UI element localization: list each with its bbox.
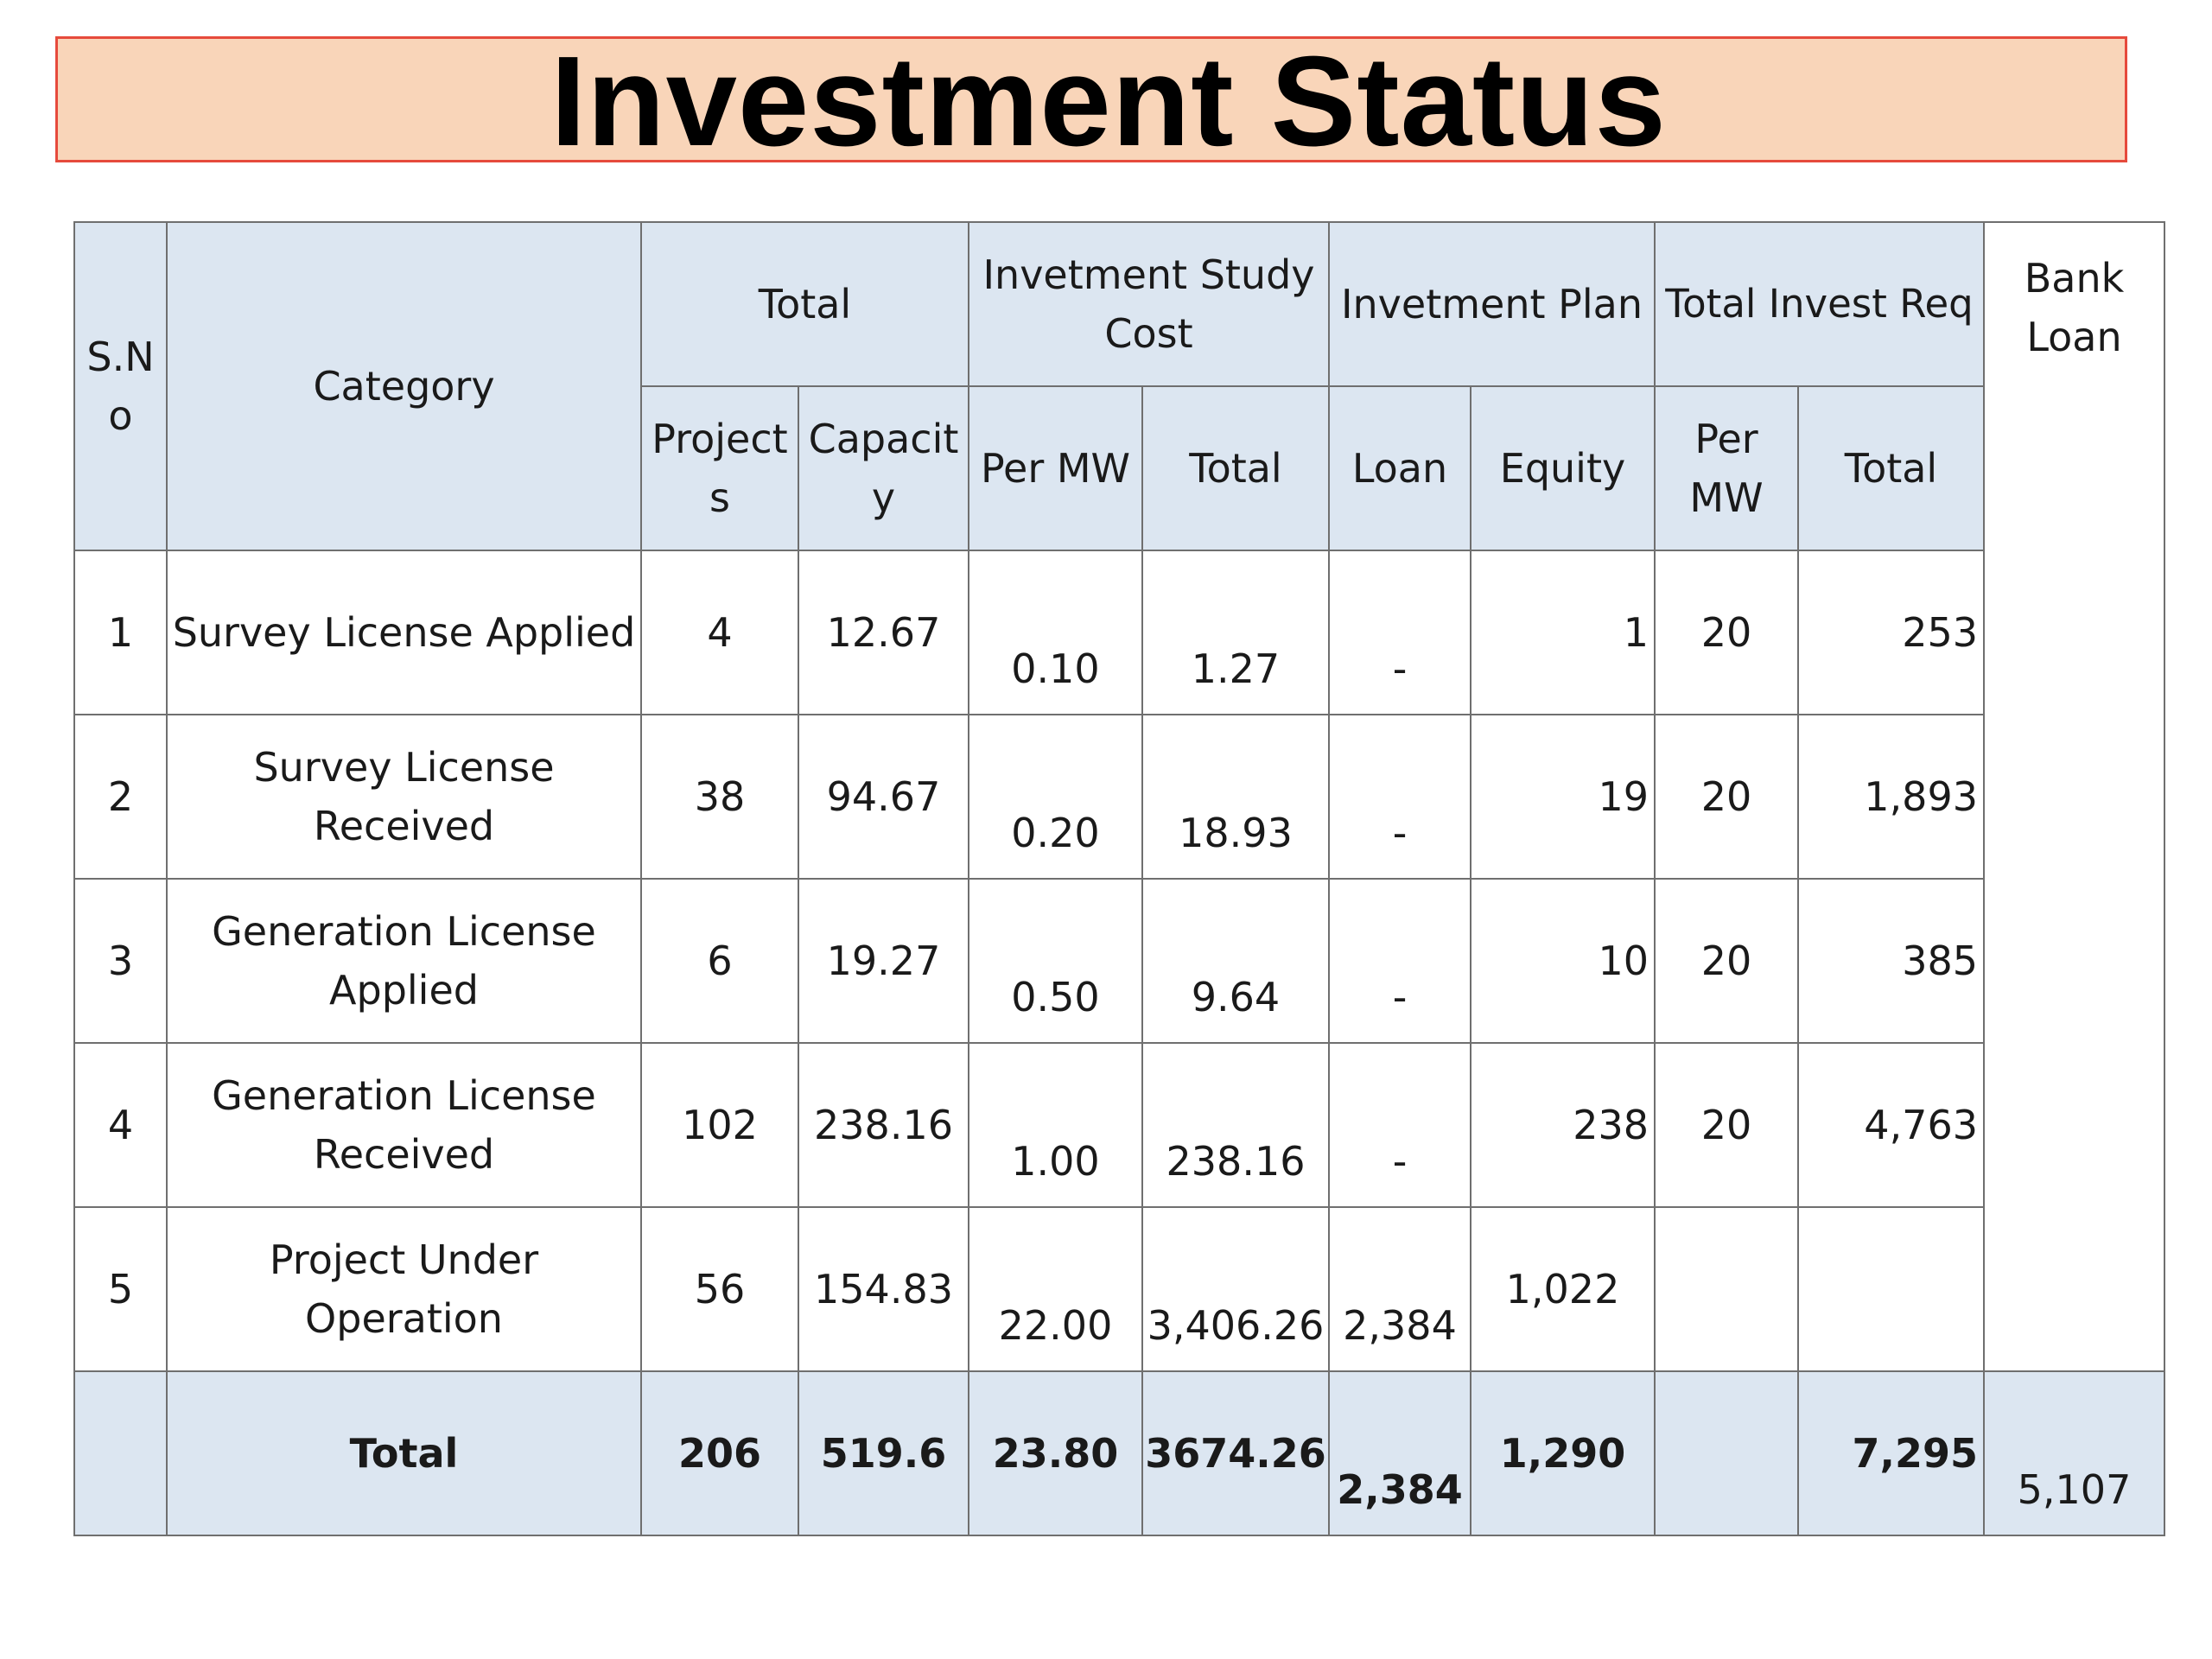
cell-study-total: 9.64 (1141, 878, 1330, 1044)
total-study-per-mw: 23.80 (968, 1370, 1143, 1536)
table-row: 4 Generation License Received 102 238.16… (73, 1042, 2164, 1208)
cell-capacity: 94.67 (798, 714, 969, 880)
cell-capacity: 238.16 (798, 1042, 969, 1208)
cell-capacity: 19.27 (798, 878, 969, 1044)
cell-sno: 2 (73, 714, 168, 880)
cell-req-per-mw: 20 (1654, 1042, 1799, 1208)
cell-loan: - (1328, 714, 1471, 880)
header-capacity: Capacity (798, 385, 969, 551)
cell-loan: - (1328, 1042, 1471, 1208)
cell-study-per-mw: 0.50 (968, 878, 1143, 1044)
cell-capacity: 12.67 (798, 550, 969, 715)
cell-study-per-mw: 22.00 (968, 1206, 1143, 1372)
cell-projects: 102 (640, 1042, 799, 1208)
cell-projects: 56 (640, 1206, 799, 1372)
cell-projects: 4 (640, 550, 799, 715)
cell-study-per-mw: 0.20 (968, 714, 1143, 880)
total-capacity: 519.6 (798, 1370, 969, 1536)
table-row: 3 Generation License Applied 6 19.27 0.5… (73, 878, 2164, 1044)
cell-category-wrap: Generation License Received (166, 1042, 642, 1208)
cell-study-total: 1.27 (1141, 550, 1330, 715)
cell-sno: 5 (73, 1206, 168, 1372)
table-row: 5 Project Under Operation 56 154.83 22.0… (73, 1206, 2164, 1372)
cell-loan: - (1328, 550, 1471, 715)
cell-req-total: 4,763 (1797, 1042, 1985, 1208)
cell-req-total: 253 (1797, 550, 1985, 715)
header-study-total: Total (1141, 385, 1330, 551)
page-title: Investment Status (550, 30, 1667, 173)
cell-category: Project Under Operation (269, 1236, 539, 1342)
cell-req-per-mw (1654, 1206, 1799, 1372)
cell-req-total (1797, 1206, 1985, 1372)
cell-req-per-mw: 20 (1654, 714, 1799, 880)
cell-category-wrap: Generation License Applied (166, 878, 642, 1044)
header-sno: S.No (73, 221, 168, 551)
cell-sno: 4 (73, 1042, 168, 1208)
header-bank-loan: Bank Loan (1983, 221, 2165, 1371)
header-invest-req-group: Total Invest Req (1654, 221, 1985, 387)
cell-study-per-mw: 0.10 (968, 550, 1143, 715)
header-req-total: Total (1797, 385, 1985, 551)
total-projects: 206 (640, 1370, 799, 1536)
table-row: 1 Survey License Applied 4 12.67 0.10 1.… (73, 550, 2164, 715)
bank-loan-label: Bank Loan (2024, 255, 2125, 360)
cell-sno: 1 (73, 550, 168, 715)
header-study-per-mw: Per MW (968, 385, 1143, 551)
header-loan: Loan (1328, 385, 1471, 551)
cell-projects: 6 (640, 878, 799, 1044)
header-req-per-mw: Per MW (1654, 385, 1799, 551)
cell-sno: 3 (73, 878, 168, 1044)
cell-category: Generation License Received (212, 1072, 596, 1178)
header-projects: Projects (640, 385, 799, 551)
total-req-per-mw (1654, 1370, 1799, 1536)
header-row-groups: S.No Category Total Invetment Study Cost… (73, 221, 2165, 1371)
cell-equity: 10 (1470, 878, 1656, 1044)
cell-category-wrap: Survey License Received (166, 714, 642, 880)
header-study-cost-group: Invetment Study Cost (968, 221, 1330, 387)
total-bank-loan: 5,107 (1983, 1370, 2165, 1536)
cell-category: Generation License Applied (212, 908, 596, 1014)
header-row-sub: Projects Capacity Per MW Total Loan Equi… (74, 385, 2164, 551)
total-study-total: 3674.26 (1141, 1370, 1330, 1536)
total-label: Total (166, 1370, 642, 1536)
cell-req-per-mw: 20 (1654, 550, 1799, 715)
table-row: 2 Survey License Received 38 94.67 0.20 … (73, 714, 2164, 880)
cell-req-total: 385 (1797, 878, 1985, 1044)
cell-study-total: 18.93 (1141, 714, 1330, 880)
total-loan: 2,384 (1328, 1370, 1471, 1536)
header-category: Category (166, 221, 642, 551)
header-plan-group: Invetment Plan (1328, 221, 1656, 387)
cell-study-total: 238.16 (1141, 1042, 1330, 1208)
cell-capacity: 154.83 (798, 1206, 969, 1372)
cell-loan: - (1328, 878, 1471, 1044)
cell-study-total: 3,406.26 (1141, 1206, 1330, 1372)
cell-category-wrap: Project Under Operation (166, 1206, 642, 1372)
cell-loan: 2,384 (1328, 1206, 1471, 1372)
total-sno (73, 1370, 168, 1536)
cell-req-total: 1,893 (1797, 714, 1985, 880)
cell-study-per-mw: 1.00 (968, 1042, 1143, 1208)
total-equity: 1,290 (1470, 1370, 1656, 1536)
header-total-group: Total (640, 221, 969, 387)
cell-equity: 1 (1470, 550, 1656, 715)
header-equity: Equity (1470, 385, 1656, 551)
total-req-total: 7,295 (1797, 1370, 1985, 1536)
cell-req-per-mw: 20 (1654, 878, 1799, 1044)
cell-equity: 1,022 (1470, 1206, 1656, 1372)
cell-category: Survey License Applied (166, 550, 642, 715)
cell-category: Survey License Received (253, 744, 555, 849)
total-row: Total 206 519.6 23.80 3674.26 2,384 1,29… (73, 1370, 2165, 1536)
cell-equity: 19 (1470, 714, 1656, 880)
title-banner: Investment Status (55, 30, 2127, 173)
cell-projects: 38 (640, 714, 799, 880)
cell-equity: 238 (1470, 1042, 1656, 1208)
investment-table: S.No Category Total Invetment Study Cost… (73, 221, 2165, 1536)
